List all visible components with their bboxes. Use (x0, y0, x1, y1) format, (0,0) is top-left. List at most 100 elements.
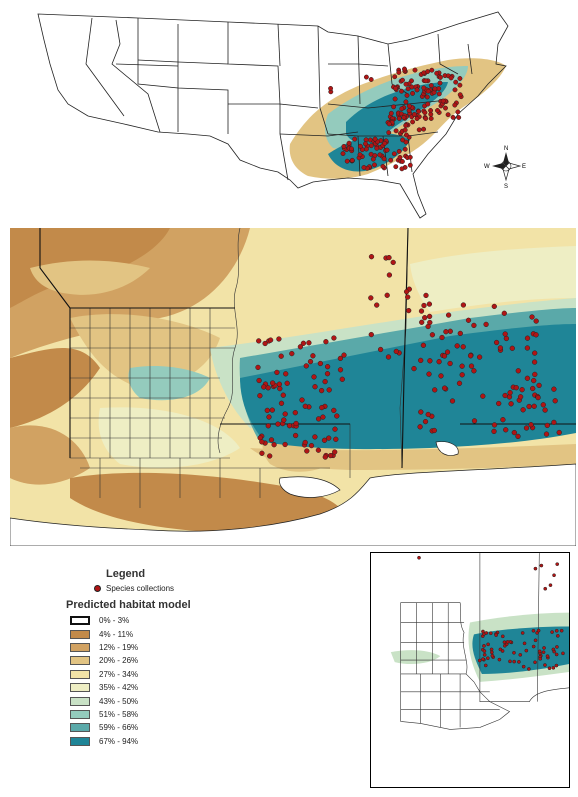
collection-point (271, 442, 277, 448)
collection-point (533, 332, 539, 338)
collection-point (533, 566, 538, 571)
collection-point (531, 644, 536, 649)
north-arrow-e: E (522, 164, 526, 170)
collection-point (380, 163, 386, 169)
collection-point (541, 650, 546, 655)
collection-point (481, 657, 485, 661)
legend-points-entry: Species collections (94, 584, 174, 593)
collection-point (490, 650, 494, 655)
collection-point (481, 629, 485, 634)
collection-point (452, 87, 458, 93)
collection-point (334, 413, 340, 419)
collection-point (535, 394, 541, 401)
collection-point (331, 335, 337, 341)
collection-point (414, 116, 420, 122)
collection-point (396, 69, 402, 75)
collection-point (437, 80, 443, 86)
legend-swatch (70, 642, 90, 652)
legend-bin-label: 4% - 11% (99, 629, 134, 639)
collection-point (547, 666, 552, 671)
collection-point (528, 422, 534, 428)
collection-point (340, 151, 346, 157)
collection-point (281, 417, 287, 423)
collection-point (518, 653, 523, 657)
collection-point (523, 425, 530, 431)
collection-point (540, 402, 546, 408)
legend-title: Legend (106, 568, 146, 580)
collection-point (386, 130, 392, 136)
collection-point (278, 353, 284, 359)
legend-bin: 59% - 66% (70, 721, 138, 734)
collection-point (403, 81, 409, 87)
collection-point (554, 628, 559, 633)
collection-point (401, 115, 407, 120)
collection-point (332, 449, 338, 455)
north-arrow-w: W (484, 164, 490, 170)
north-arrow: N S E W (484, 146, 526, 190)
collection-point (357, 143, 363, 149)
collection-point (529, 314, 535, 320)
collection-point (542, 646, 546, 650)
collection-point (524, 335, 531, 341)
collection-point (386, 121, 392, 127)
collection-point (497, 657, 502, 662)
collection-point (477, 658, 482, 663)
collection-point (304, 448, 310, 454)
collection-point (512, 659, 516, 664)
legend-bin: 4% - 11% (70, 627, 138, 640)
collection-point (337, 355, 344, 362)
collection-point (396, 116, 402, 121)
collection-point (443, 329, 449, 335)
collection-point (533, 660, 537, 665)
collection-point (274, 369, 280, 376)
collection-point (555, 562, 560, 567)
collection-point (259, 439, 265, 445)
collection-point (264, 407, 270, 414)
collection-point (512, 650, 516, 655)
collection-point (390, 259, 396, 266)
collection-point (527, 667, 531, 671)
collection-point (554, 652, 559, 657)
collection-point (538, 656, 543, 661)
collection-point (524, 648, 529, 653)
legend-bin-label: 43% - 50% (99, 696, 139, 706)
collection-point (544, 422, 550, 429)
collection-point (399, 88, 404, 94)
collection-point (450, 114, 456, 120)
legend-bin-label: 67% - 94% (99, 736, 139, 746)
collection-point (418, 409, 424, 415)
collection-point (537, 649, 542, 654)
collection-point (269, 380, 276, 386)
collection-point (484, 631, 489, 635)
collection-point (421, 302, 427, 309)
collection-point (407, 154, 413, 160)
collection-point (349, 157, 355, 163)
collection-point (357, 152, 363, 158)
collection-point (483, 321, 489, 328)
legend-model-title: Predicted habitat model (66, 599, 191, 611)
collection-point (404, 92, 410, 98)
collection-point (554, 663, 559, 668)
legend-swatch (70, 696, 90, 706)
collection-point (257, 393, 263, 399)
collection-point (327, 452, 334, 459)
collection-point (494, 633, 498, 637)
collection-point (457, 330, 463, 337)
collection-point (515, 368, 521, 374)
collection-point (555, 645, 559, 649)
collection-point (447, 360, 453, 367)
collection-point (511, 429, 517, 436)
collection-point (435, 108, 440, 113)
collection-point (324, 371, 331, 377)
collection-point (486, 642, 490, 647)
collection-point (434, 70, 440, 76)
collection-point (417, 424, 423, 430)
collection-point (551, 665, 556, 670)
collection-point (341, 143, 347, 149)
collection-point (419, 319, 425, 325)
collection-point (322, 378, 328, 385)
legend-bin-label: 59% - 66% (99, 723, 139, 733)
collection-point (326, 387, 332, 393)
collection-point (392, 96, 398, 102)
collection-point (480, 393, 486, 399)
